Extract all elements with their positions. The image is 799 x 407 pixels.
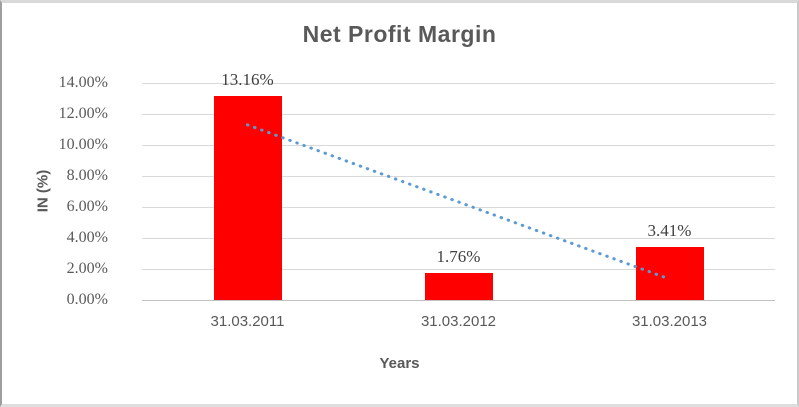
y-tick-label: 10.00%: [58, 136, 108, 153]
y-tick-label: 6.00%: [66, 198, 108, 215]
bar-31.03.2011: [213, 96, 282, 300]
trendline: [246, 123, 671, 281]
x-axis-line: [142, 299, 775, 301]
y-tick-label: 14.00%: [58, 74, 108, 91]
gridline: [142, 175, 775, 177]
y-tick-label: 0.00%: [66, 291, 108, 308]
y-tick-label: 12.00%: [58, 105, 108, 122]
y-tick-label: 8.00%: [66, 167, 108, 184]
gridline: [142, 206, 775, 208]
y-tick-label: 4.00%: [66, 229, 108, 246]
gridline: [142, 237, 775, 239]
bar-data-label: 1.76%: [436, 246, 481, 266]
x-tick-label: 31.03.2011: [210, 313, 285, 330]
gridline: [142, 268, 775, 270]
gridline: [142, 113, 775, 115]
chart-title: Net Profit Margin: [302, 21, 497, 47]
bar-31.03.2012: [424, 272, 493, 300]
x-axis-title: Years: [379, 355, 420, 372]
bar-data-label: 3.41%: [647, 221, 692, 241]
y-tick-label: 2.00%: [66, 260, 108, 277]
x-tick-label: 31.03.2012: [420, 313, 497, 330]
x-tick-label: 31.03.2013: [631, 313, 708, 330]
plot-area: 0.00% 2.00% 4.00% 6.00% 8.00% 10.00% 12.00% 14.…: [59, 70, 775, 330]
bar-31.03.2013: [635, 247, 704, 300]
gridline: [142, 144, 775, 146]
bar-data-label: 13.16%: [221, 70, 274, 90]
gridline: [142, 82, 775, 84]
